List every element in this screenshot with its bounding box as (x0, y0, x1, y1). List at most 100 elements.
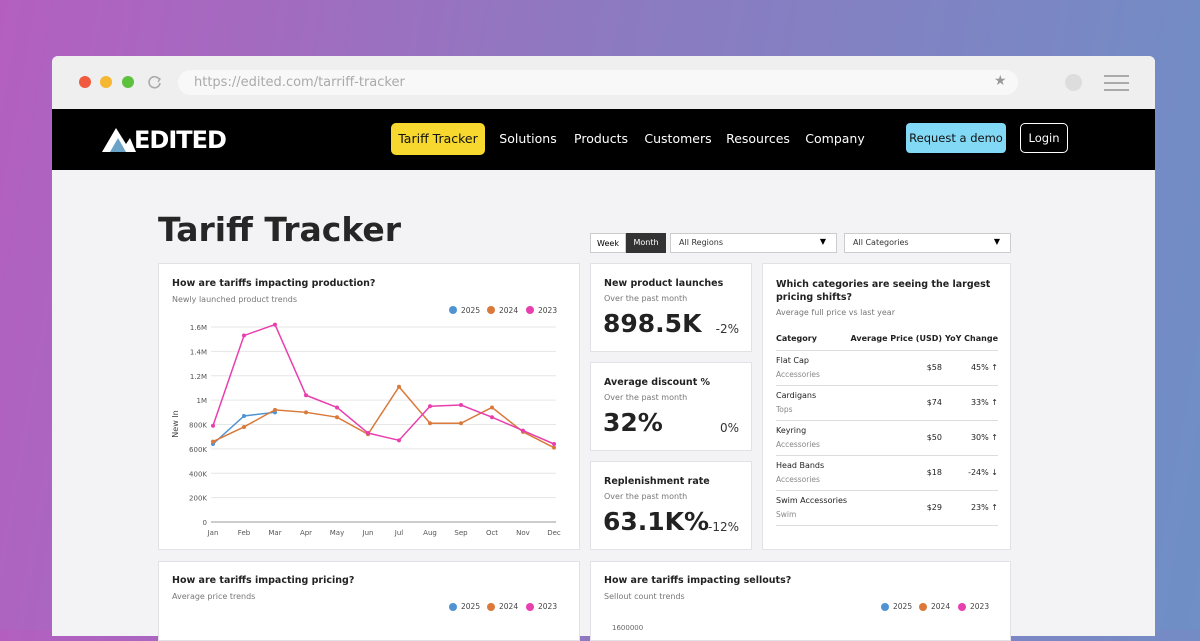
row-divider (776, 350, 998, 351)
login-button[interactable]: Login (1020, 123, 1068, 153)
metric-subtitle: Over the past month (604, 294, 688, 303)
x-tick-label: Mar (268, 529, 281, 537)
point (273, 322, 277, 327)
toggle-week[interactable]: Week (590, 233, 626, 253)
x-tick-label: Dec (547, 529, 561, 537)
production-card (158, 263, 580, 550)
average-price: $58 (926, 363, 942, 372)
y-tick-label: 1M (197, 397, 208, 405)
point (490, 405, 494, 410)
nav-active[interactable]: Tariff Tracker (391, 123, 485, 155)
production-chart: How are tariffs impacting production? Ne… (171, 278, 561, 537)
point (242, 424, 246, 429)
chart-title: How are tariffs impacting production? (172, 278, 375, 289)
nav-item[interactable]: Resources (726, 131, 790, 146)
legend-label: 2024 (499, 306, 518, 315)
point (366, 431, 370, 436)
category-filter-label: All Categories (853, 238, 909, 247)
metric-change: 0% (719, 421, 739, 435)
y-tick-label: 400K (189, 470, 207, 478)
point (242, 333, 246, 338)
legend-dot (958, 603, 966, 611)
point (490, 415, 494, 420)
legend-dot (487, 603, 495, 611)
metric-value: 32% (603, 408, 663, 437)
x-tick-label: Apr (300, 529, 312, 537)
row-divider (776, 490, 998, 491)
nav-item[interactable]: Customers (644, 131, 712, 146)
legend-label: 2023 (538, 602, 558, 611)
x-tick-label: Jun (362, 529, 374, 537)
star-icon[interactable]: ★ (994, 73, 1007, 89)
x-tick-label: Feb (238, 529, 251, 537)
average-price: $18 (926, 468, 942, 477)
yoy-change: 30% ↑ (970, 433, 998, 442)
legend-dot (526, 306, 534, 314)
x-tick-label: Jul (394, 529, 404, 537)
close-dot[interactable] (79, 76, 91, 88)
maximize-dot[interactable] (122, 76, 134, 88)
table-subtitle: Average full price vs last year (776, 308, 895, 317)
toggle-month[interactable]: Month (626, 233, 666, 253)
legend-label: 2023 (970, 602, 990, 611)
metric-title: Average discount % (604, 377, 711, 388)
legend-label: 2024 (931, 602, 951, 611)
table-header: Average Price (USD) (850, 334, 942, 343)
profile-icon[interactable] (1065, 74, 1082, 91)
point (521, 428, 525, 433)
legend-dot (919, 603, 927, 611)
metric-subtitle: Over the past month (604, 492, 688, 501)
logo-mark[interactable] (102, 124, 136, 152)
point (397, 384, 401, 389)
metric-card (590, 461, 752, 550)
yoy-change: 33% ↑ (970, 398, 998, 407)
point (304, 410, 308, 415)
point (242, 413, 246, 418)
category-name: Cardigans (776, 391, 817, 400)
metric-change: -2% (715, 322, 739, 336)
y-tick-label: 800K (189, 422, 207, 430)
yoy-change: 45% ↑ (970, 363, 998, 372)
category-name: Keyring (776, 426, 807, 435)
legend-label: 2025 (461, 602, 481, 611)
y-tick-label: 1.6M (190, 324, 207, 332)
nav-item[interactable]: Products (574, 131, 628, 146)
legend-label: 2025 (461, 306, 480, 315)
minimize-dot[interactable] (100, 76, 112, 88)
point (552, 442, 556, 446)
nav-item[interactable]: Company (805, 131, 865, 146)
y-tick-label: 0 (203, 519, 207, 527)
legend-label: 2025 (893, 602, 913, 611)
sellouts-subtitle: Sellout count trends (604, 592, 685, 601)
cta-button[interactable]: Request a demo (906, 123, 1006, 153)
point (335, 405, 339, 410)
category-filter[interactable]: All Categories ▼ (844, 233, 1011, 253)
point (428, 421, 432, 426)
point (552, 445, 556, 450)
legend-dot (526, 603, 534, 611)
table-header: Category (776, 334, 817, 343)
x-tick-label: Oct (486, 529, 498, 537)
category-group: Accessories (776, 440, 820, 449)
metric-card (590, 362, 752, 451)
nav-item[interactable]: Solutions (499, 131, 557, 146)
x-tick-label: Nov (516, 529, 530, 537)
series-line (212, 323, 555, 445)
pricing-card (158, 561, 580, 641)
point (397, 438, 401, 443)
legend-dot (487, 306, 495, 314)
region-filter-label: All Regions (679, 238, 724, 247)
region-filter[interactable]: All Regions ▼ (670, 233, 837, 253)
metric-title: Replenishment rate (604, 476, 710, 487)
metric-change: -12% (707, 520, 739, 534)
reload-icon[interactable] (147, 74, 163, 90)
logo[interactable]: EDITED (134, 126, 227, 154)
pricing-title: How are tariffs impacting pricing? (172, 575, 355, 586)
row-divider (776, 525, 998, 526)
category-group: Accessories (776, 370, 820, 379)
point (335, 415, 339, 420)
metric-subtitle: Over the past month (604, 393, 688, 402)
menu-icon[interactable] (1104, 74, 1130, 92)
address-bar[interactable] (178, 70, 1018, 95)
category-group: Tops (776, 405, 793, 414)
